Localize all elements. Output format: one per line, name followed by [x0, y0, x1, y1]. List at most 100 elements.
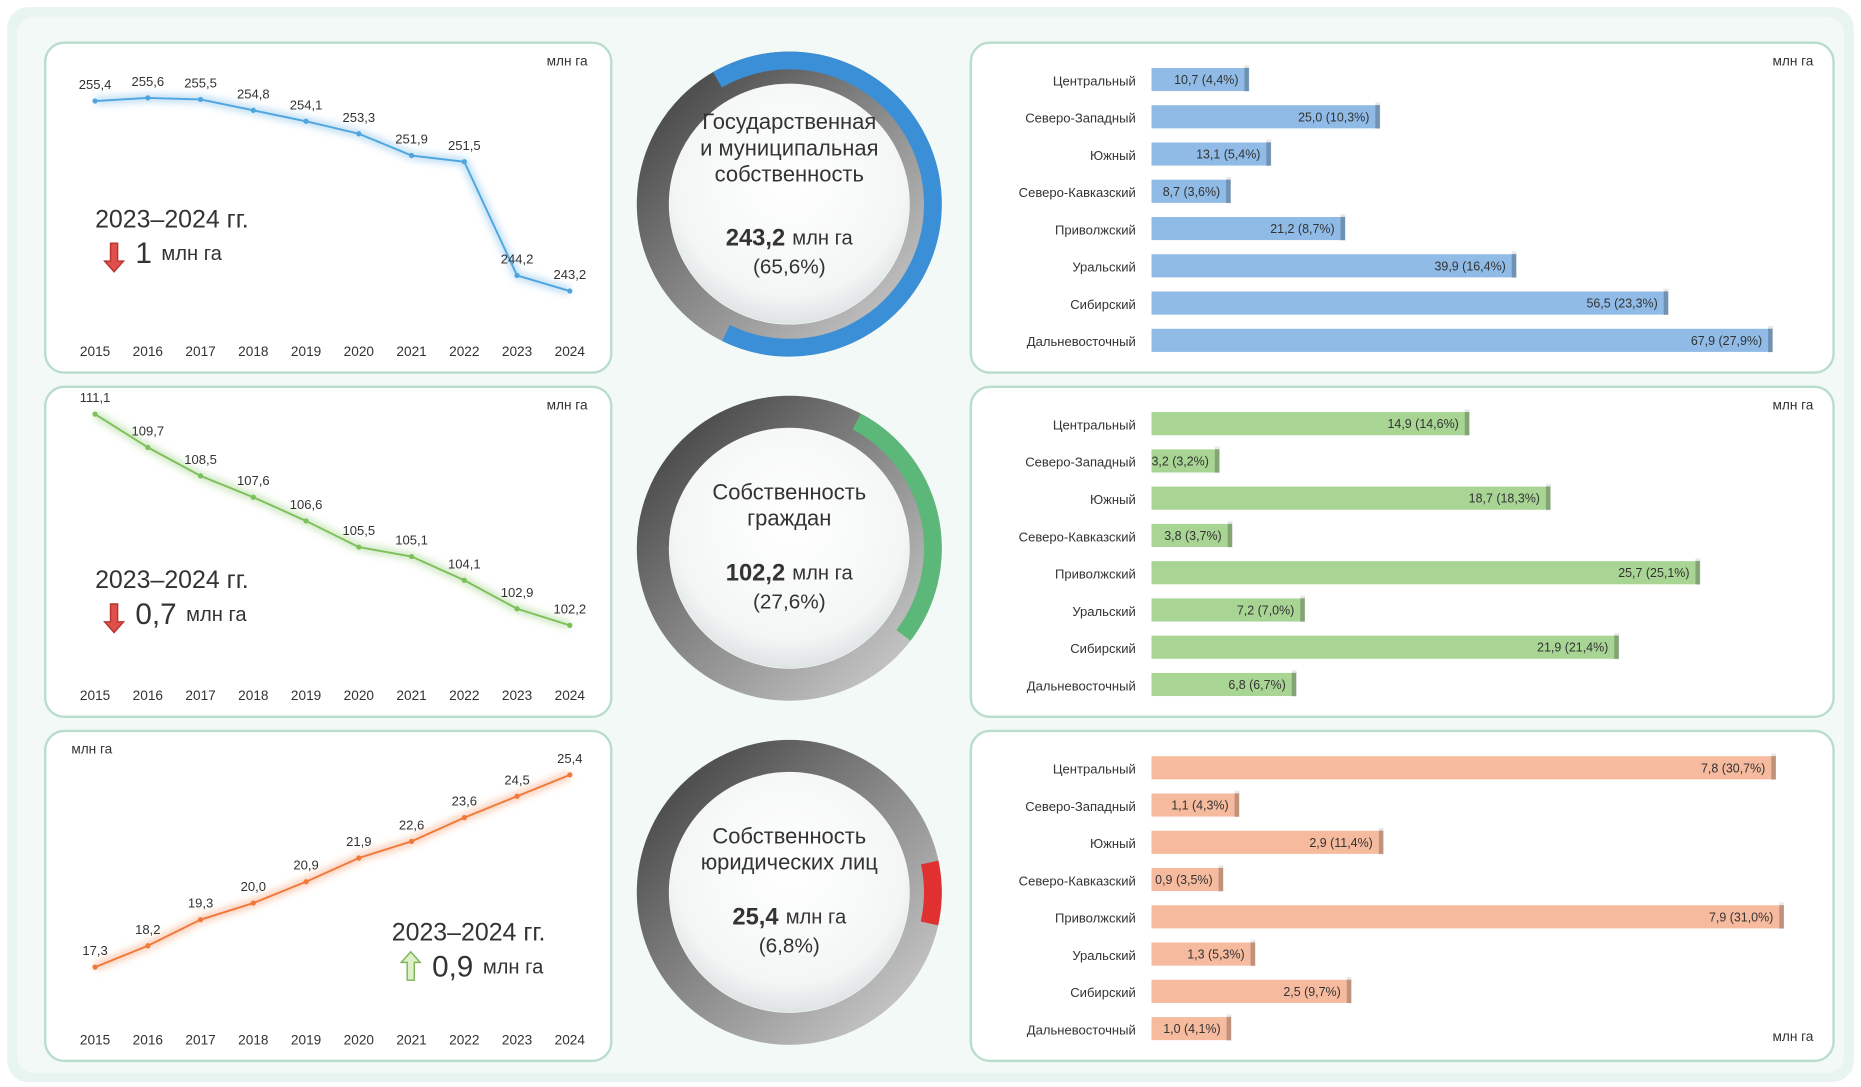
bar-edge	[1614, 632, 1620, 660]
change-value: 0,9	[432, 950, 473, 983]
category-label: Дальневосточный	[1027, 678, 1136, 693]
donut-title: Собственность	[712, 479, 866, 504]
donut-value-number: 243,2	[726, 226, 785, 252]
point	[461, 159, 467, 165]
donut-value: 243,2 млн га	[726, 226, 854, 252]
x-tick-label: 2015	[80, 344, 110, 359]
value-label: 255,5	[184, 75, 217, 90]
point	[356, 544, 362, 550]
value-label: 7,8 (30,7%)	[1701, 761, 1765, 775]
donut-value-unit: млн га	[792, 228, 853, 250]
bar-top	[1151, 670, 1297, 673]
bar-top	[1151, 521, 1233, 524]
donut-value: 102,2 млн га	[726, 561, 854, 587]
bar-edge	[1250, 939, 1256, 966]
bar-edge	[1375, 102, 1381, 129]
panel	[969, 41, 1835, 374]
value-label: 23,6	[452, 794, 477, 809]
bar-edge	[1244, 65, 1250, 92]
point	[250, 107, 256, 113]
value-label: 39,9 (16,4%)	[1434, 259, 1505, 273]
bar-edge	[1214, 446, 1220, 473]
value-label: 14,9 (14,6%)	[1387, 417, 1458, 431]
bar	[1150, 290, 1669, 316]
x-tick-label: 2020	[344, 344, 375, 359]
donut-inner	[669, 84, 910, 324]
x-tick-label: 2015	[80, 688, 110, 703]
x-tick-label: 2017	[185, 1032, 215, 1047]
bar-edge	[1768, 326, 1773, 353]
value-label: 111,1	[80, 390, 111, 405]
bar-edge	[1291, 670, 1297, 697]
bar-edge	[1695, 558, 1701, 585]
unit-label: млн га	[71, 742, 112, 757]
category-label: Северо-Кавказский	[1019, 185, 1136, 200]
donut-arc	[920, 860, 942, 926]
x-tick-label: 2022	[449, 1032, 479, 1047]
category-label: Северо-Западный	[1025, 111, 1136, 126]
donut-title: Собственность	[712, 824, 866, 849]
category-label: Дальневосточный	[1027, 334, 1136, 349]
point	[408, 838, 415, 844]
x-tick-label: 2019	[291, 688, 321, 703]
category-label: Дальневосточный	[1027, 1022, 1136, 1037]
category-label: Северо-Западный	[1025, 799, 1136, 814]
bar-edge	[1300, 595, 1306, 622]
value-label: 243,2	[553, 267, 586, 282]
value-label: 2,5 (9,7%)	[1283, 985, 1340, 999]
point	[145, 943, 151, 949]
bar-top	[1151, 939, 1256, 943]
value-label: 18,2	[135, 922, 160, 937]
panel	[44, 41, 613, 374]
category-label: Сибирский	[1070, 297, 1136, 312]
x-tick-label: 2022	[449, 344, 479, 359]
point	[567, 622, 573, 628]
category-label: Южный	[1090, 836, 1136, 851]
donut-title: собственность	[715, 161, 864, 186]
bar-edge	[1464, 409, 1470, 436]
change-value: 1	[135, 237, 152, 270]
x-tick-label: 2018	[238, 344, 268, 359]
x-tick-label: 2018	[238, 1032, 268, 1047]
bar-top	[1151, 409, 1470, 412]
bar-top	[1151, 288, 1669, 292]
value-label: 254,8	[237, 86, 270, 101]
change-unit: млн га	[483, 957, 544, 979]
bar-top	[1151, 828, 1384, 831]
point	[145, 95, 151, 101]
value-label: 22,6	[399, 817, 424, 832]
point	[356, 131, 362, 137]
bar-edge	[1545, 483, 1551, 511]
donut-arc	[852, 413, 942, 641]
donut-arc	[713, 51, 942, 357]
x-tick-label: 2022	[449, 688, 479, 703]
point	[567, 772, 573, 778]
donut-inner	[669, 428, 910, 669]
category-label: Северо-Кавказский	[1019, 529, 1136, 544]
value-label: 7,2 (7,0%)	[1237, 603, 1294, 617]
point	[197, 473, 204, 479]
x-tick-label: 2023	[502, 688, 532, 703]
value-label: 17,3	[82, 943, 107, 958]
category-label: Уральский	[1072, 948, 1135, 963]
category-label: Сибирский	[1070, 641, 1136, 656]
point	[567, 288, 573, 294]
value-label: 105,5	[342, 523, 375, 538]
donut-share: (27,6%)	[753, 590, 826, 613]
unit-label: млн га	[1773, 53, 1814, 68]
point	[303, 118, 309, 124]
bar-edge	[1226, 1014, 1232, 1041]
point	[461, 815, 467, 821]
category-label: Сибирский	[1070, 985, 1136, 1000]
value-label: 254,1	[290, 97, 323, 112]
bar	[1150, 755, 1777, 780]
x-tick-label: 2016	[133, 344, 163, 359]
value-label: 251,9	[395, 132, 428, 147]
value-label: 255,4	[79, 77, 112, 92]
donut-value-number: 25,4	[732, 905, 779, 931]
value-label: 25,0 (10,3%)	[1298, 110, 1369, 124]
point	[408, 152, 415, 159]
value-label: 24,5	[504, 772, 529, 787]
value-label: 20,0	[241, 879, 266, 894]
